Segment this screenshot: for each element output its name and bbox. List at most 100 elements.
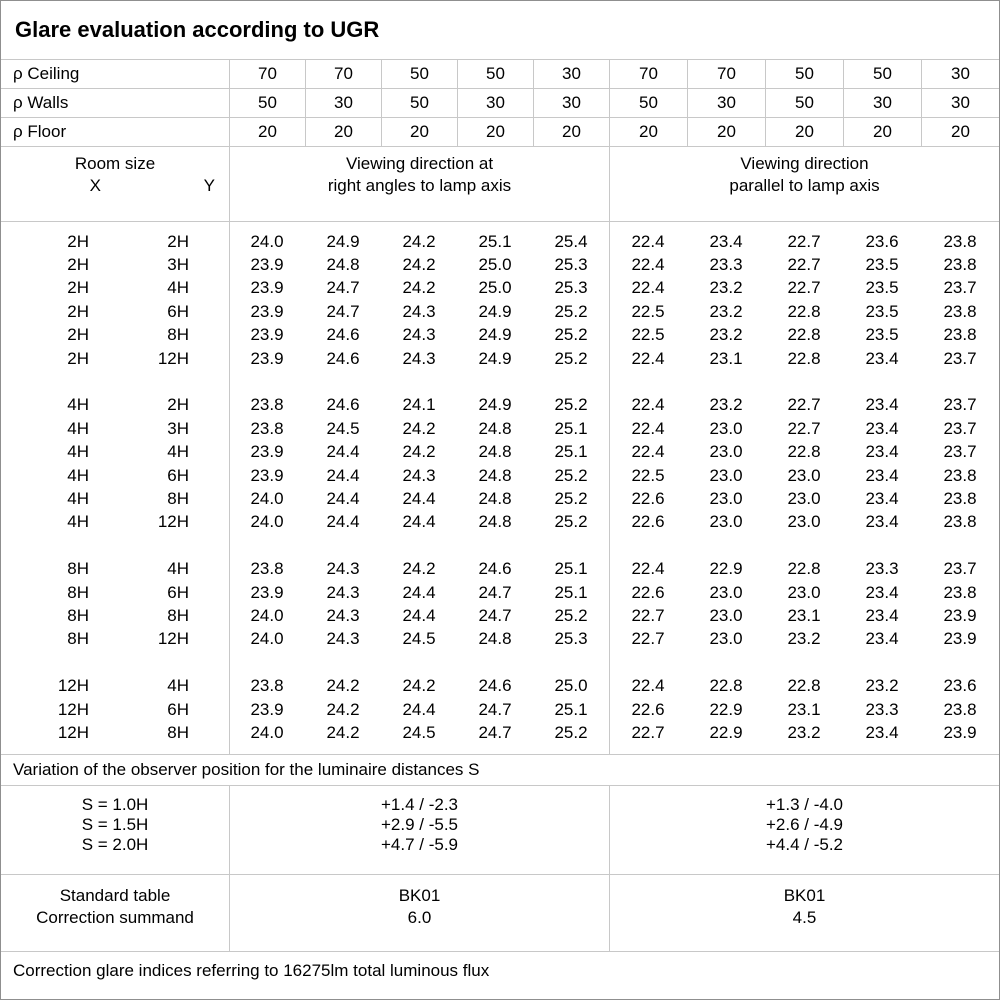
reflectance-row: ρ Walls 50 30 50 30 30 50 30 50 30 30 [1,89,999,118]
ugr-value-parallel: 22.4 [631,418,665,438]
s-distance-label: S = 1.0H [81,795,149,814]
room-x-cell: 8H [67,559,89,579]
ugr-value-parallel: 22.7 [631,629,665,649]
ugr-table-row: 4H 12H 24.0 24.4 24.4 24.8 25.2 22.6 23.0 23.0 23.… [1,511,999,534]
ugr-value-right-angles: 24.0 [250,231,284,251]
ugr-value-right-angles: 24.0 [250,629,284,649]
ugr-value-parallel: 22.5 [631,465,665,485]
ugr-value-right-angles: 24.1 [402,395,436,415]
ugr-value-parallel: 23.2 [709,278,743,298]
room-y-cell: 12H [157,348,189,368]
ugr-value-right-angles: 24.8 [326,255,360,275]
ugr-value-right-angles: 24.8 [478,512,512,532]
room-x-cell: 8H [67,582,89,602]
ugr-value-right-angles: 24.3 [402,465,436,485]
ugr-value-parallel: 23.4 [865,442,899,462]
reflectance-value-cell: 50 [843,60,921,88]
ugr-value-parallel: 23.5 [865,255,899,275]
summary-section: Standard table Correction summand BK01 6.0… [1,875,999,952]
ugr-value-right-angles: 24.2 [402,676,436,696]
room-x-cell: 4H [67,512,89,532]
ugr-value-parallel: 23.8 [943,465,977,485]
viewing-direction-right-angles-header: Viewing direction at right angles to lam… [229,147,609,221]
s-variation-right-angles-column: +1.4 / -2.3 +2.9 / -5.5 +4.7 / -5.9 [229,786,609,874]
ugr-value-right-angles: 25.2 [554,488,588,508]
ugr-value-right-angles: 24.3 [326,629,360,649]
s-distance-label: S = 1.5H [81,815,149,834]
ugr-value-parallel: 23.7 [943,559,977,579]
ugr-value-right-angles: 24.8 [478,418,512,438]
ugr-value-right-angles: 24.9 [478,301,512,321]
ugr-value-parallel: 23.6 [865,231,899,251]
ugr-value-parallel: 23.4 [865,395,899,415]
summary-labels-column: Standard table Correction summand [1,875,229,951]
ugr-value-parallel: 22.7 [787,231,821,251]
room-y-cell: 6H [167,699,189,719]
ugr-value-right-angles: 23.9 [250,278,284,298]
ugr-value-parallel: 22.4 [631,348,665,368]
ugr-value-parallel: 22.7 [787,278,821,298]
ugr-value-right-angles: 24.8 [478,442,512,462]
ugr-value-parallel: 23.7 [943,418,977,438]
column-group-header: Room size X Y Viewing direction at right… [1,147,999,222]
reflectance-value-cell: 50 [457,60,533,88]
ugr-table-row: 4H 6H 23.9 24.4 24.3 24.8 25.2 22.5 23.0 23.0 23.4… [1,464,999,487]
ugr-value-right-angles: 24.4 [326,465,360,485]
ugr-value-parallel: 23.0 [787,488,821,508]
ugr-table-row: 2H 2H 24.0 24.9 24.2 25.1 25.4 22.4 23.4 22.7 23.6… [1,230,999,253]
ugr-value-parallel: 23.5 [865,301,899,321]
ugr-value-right-angles: 24.3 [326,582,360,602]
block-spacer [1,370,999,393]
room-y-cell: 2H [167,231,189,251]
ugr-value-right-angles: 24.7 [478,722,512,742]
correction-flux-note: Correction glare indices referring to 16… [13,961,490,980]
ugr-table-row: 2H 8H 23.9 24.6 24.3 24.9 25.2 22.5 23.2 22.8 23.5… [1,324,999,347]
ugr-value-right-angles: 23.9 [250,301,284,321]
ugr-table-row: 4H 2H 23.8 24.6 24.1 24.9 25.2 22.4 23.2 22.7 23.4… [1,394,999,417]
ugr-value-right-angles: 25.1 [554,559,588,579]
ugr-table-row: 2H 3H 23.9 24.8 24.2 25.0 25.3 22.4 23.3 22.7 23.5… [1,253,999,276]
reflectance-value-cell: 30 [687,89,765,117]
reflectance-value-cell: 20 [381,118,457,146]
ugr-table-row: 2H 12H 23.9 24.6 24.3 24.9 25.2 22.4 23.1 22.8 23.… [1,347,999,370]
ugr-value-right-angles: 23.9 [250,465,284,485]
ugr-value-right-angles: 25.2 [554,301,588,321]
ugr-value-parallel: 23.0 [787,512,821,532]
reflectance-value-cell: 50 [229,89,305,117]
ugr-value-right-angles: 25.0 [554,676,588,696]
reflectance-rows: ρ Ceiling 70 70 50 50 30 70 70 50 50 30 ρ Walls 50 30… [1,60,999,147]
ugr-value-right-angles: 24.4 [402,512,436,532]
ugr-value-right-angles: 24.8 [478,465,512,485]
ugr-value-parallel: 22.6 [631,512,665,532]
ugr-value-parallel: 23.7 [943,395,977,415]
ugr-value-parallel: 23.0 [709,418,743,438]
ugr-value-right-angles: 25.2 [554,722,588,742]
ugr-value-parallel: 23.6 [943,676,977,696]
reflectance-value-cell: 50 [765,60,843,88]
ugr-value-parallel: 22.8 [787,676,821,696]
ugr-value-right-angles: 24.4 [402,488,436,508]
room-x-cell: 2H [67,278,89,298]
ugr-value-right-angles: 24.2 [402,559,436,579]
room-x-cell: 2H [67,255,89,275]
vertical-divider-labels [229,222,230,754]
reflectance-value-cell: 50 [381,89,457,117]
ugr-value-parallel: 22.8 [787,325,821,345]
ugr-value-parallel: 22.9 [709,699,743,719]
ugr-value-parallel: 23.5 [865,325,899,345]
summary-parallel-column: BK01 4.5 [609,875,999,951]
ugr-value-parallel: 23.8 [943,582,977,602]
reflectance-value-cell: 20 [457,118,533,146]
ugr-value-right-angles: 25.3 [554,278,588,298]
reflectance-value-cell: 30 [533,60,609,88]
room-y-cell: 4H [167,559,189,579]
room-x-cell: 8H [67,605,89,625]
ugr-value-right-angles: 24.0 [250,512,284,532]
ugr-value-right-angles: 25.3 [554,255,588,275]
ugr-value-parallel: 22.7 [631,722,665,742]
ugr-value-right-angles: 23.9 [250,699,284,719]
ugr-value-parallel: 23.0 [787,465,821,485]
ugr-value-right-angles: 24.2 [402,255,436,275]
ugr-value-right-angles: 23.9 [250,442,284,462]
room-x-cell: 4H [67,488,89,508]
